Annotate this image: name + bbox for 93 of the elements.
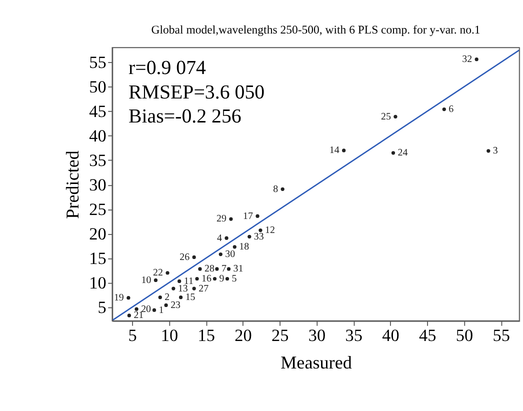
x-tick-label: 50: [456, 326, 474, 346]
point: [212, 276, 217, 281]
annotation: 18: [239, 242, 250, 253]
y-tick-label: 10: [89, 274, 106, 293]
annotation: 25: [380, 111, 391, 122]
annotation: 14: [329, 145, 340, 156]
annotation: 8: [273, 184, 278, 195]
point: [192, 286, 196, 290]
annotation: 32: [462, 54, 472, 66]
point: [229, 217, 233, 221]
point: [154, 278, 158, 282]
annotation: 5: [232, 273, 237, 284]
annotation: 26: [180, 252, 190, 263]
x-axis-title: Measured: [280, 352, 352, 372]
annotation: r=0.9 074: [128, 56, 206, 79]
point: [391, 151, 396, 155]
point: [280, 187, 284, 191]
annotation: 16: [202, 273, 212, 284]
point: [474, 58, 478, 62]
annotation: Bias=-0.2 256: [128, 106, 242, 128]
annotation: 4: [217, 232, 222, 244]
annotation: 1: [158, 304, 164, 316]
y-tick-label: 55: [89, 53, 106, 72]
point: [258, 228, 262, 232]
point: [164, 303, 168, 308]
point: [192, 255, 196, 260]
x-tick-label: 40: [382, 326, 400, 346]
annotation: 27: [198, 283, 209, 294]
y-tick-label: 15: [89, 249, 106, 268]
point: [152, 308, 156, 312]
annotation: 6: [448, 104, 454, 116]
x-tick-label: 20: [234, 326, 252, 346]
y-tick-label: 40: [89, 126, 106, 146]
point: [215, 267, 219, 271]
y-tick-label: 35: [89, 151, 106, 170]
x-tick-label: 10: [160, 326, 178, 346]
annotation: 33: [254, 231, 264, 242]
point: [178, 279, 182, 284]
point: [127, 314, 131, 318]
point: [134, 307, 138, 311]
annotation: 21: [134, 310, 144, 322]
point: [442, 108, 446, 112]
y-tick-label: 45: [89, 102, 106, 122]
point: [342, 148, 346, 152]
point: [224, 236, 228, 240]
y-tick-label: 50: [89, 78, 106, 97]
x-tick-label: 35: [345, 326, 362, 346]
annotation: 10: [141, 274, 152, 286]
annotation: 3: [492, 146, 498, 157]
point: [225, 276, 230, 281]
point: [172, 286, 176, 290]
x-tick-label: 15: [198, 326, 215, 346]
point: [486, 149, 490, 153]
annotation: 15: [185, 292, 196, 304]
annotation: 23: [170, 300, 181, 311]
point: [166, 271, 170, 275]
annotation: 9: [219, 273, 224, 284]
annotation: 19: [114, 292, 124, 304]
annotation: 22: [153, 268, 164, 279]
x-tick-label: 30: [308, 326, 326, 346]
point: [126, 296, 130, 300]
annotation: RMSEP=3.6 050: [128, 81, 265, 104]
point: [394, 114, 398, 118]
point: [248, 234, 252, 238]
annotation: 17: [243, 210, 254, 222]
y-tick-label: 20: [89, 224, 106, 244]
x-tick-label: 5: [128, 326, 137, 346]
annotation: 20: [141, 304, 152, 315]
annotation: 13: [178, 283, 188, 294]
point: [178, 296, 183, 300]
annotation: 24: [398, 148, 408, 159]
x-tick-label: 55: [492, 326, 510, 346]
annotation: 28: [204, 264, 214, 275]
x-tick-label: 45: [419, 326, 436, 346]
y-tick-label: 25: [89, 200, 106, 220]
y-axis-title: Predicted: [62, 150, 82, 219]
annotation: 31: [233, 264, 244, 275]
point: [232, 245, 236, 249]
point: [226, 267, 231, 271]
annotation: 7: [221, 264, 226, 275]
point: [218, 252, 222, 256]
y-tick-label: 30: [89, 176, 106, 195]
annotation: 29: [216, 214, 226, 225]
annotation: 2: [164, 292, 170, 304]
annotation: 12: [264, 224, 275, 236]
x-tick-label: 25: [272, 326, 289, 346]
point: [158, 296, 162, 300]
chart-title: Global model,wavelengths 250-500, with 6 PLS comp. for y-var. no.1: [151, 24, 480, 37]
point: [198, 267, 202, 271]
y-tick-label: 5: [98, 298, 106, 318]
annotation: 30: [225, 248, 236, 260]
point: [195, 276, 199, 281]
point: [256, 214, 260, 218]
